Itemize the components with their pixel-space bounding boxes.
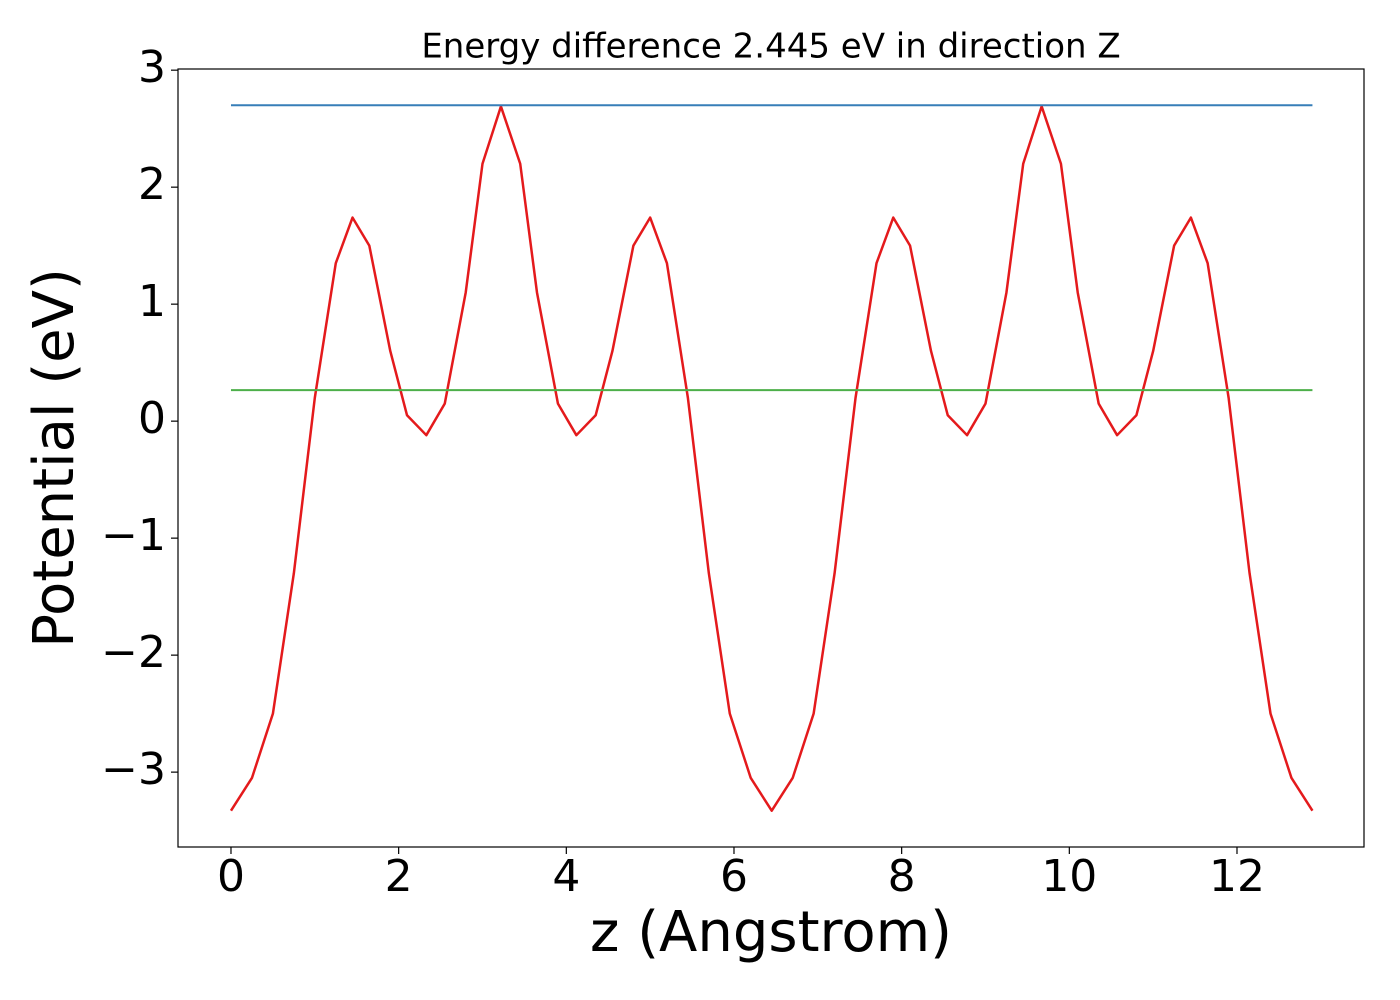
x-tick-label: 0: [217, 851, 245, 902]
y-tick-label: −1: [101, 510, 166, 561]
y-tick-label: 1: [138, 276, 166, 327]
x-tick-label: 8: [888, 851, 916, 902]
series-line: [229, 105, 1314, 812]
y-tick-label: −2: [101, 627, 166, 678]
x-tick-label: 2: [385, 851, 413, 902]
chart-title: Energy difference 2.445 eV in direction …: [421, 27, 1120, 67]
y-tick-label: 0: [138, 393, 166, 444]
y-axis-label: Potential (eV): [22, 268, 87, 648]
plot-frame: [177, 68, 1365, 848]
x-tick-label: 6: [720, 851, 748, 902]
x-tick-label: 10: [1041, 851, 1097, 902]
x-axis-label: z (Angstrom): [590, 900, 952, 965]
y-tick-label: 3: [138, 42, 166, 93]
x-tick-label: 12: [1209, 851, 1265, 902]
y-tick-label: −3: [101, 744, 166, 795]
x-tick-label: 4: [552, 851, 580, 902]
y-tick-label: 2: [138, 159, 166, 210]
